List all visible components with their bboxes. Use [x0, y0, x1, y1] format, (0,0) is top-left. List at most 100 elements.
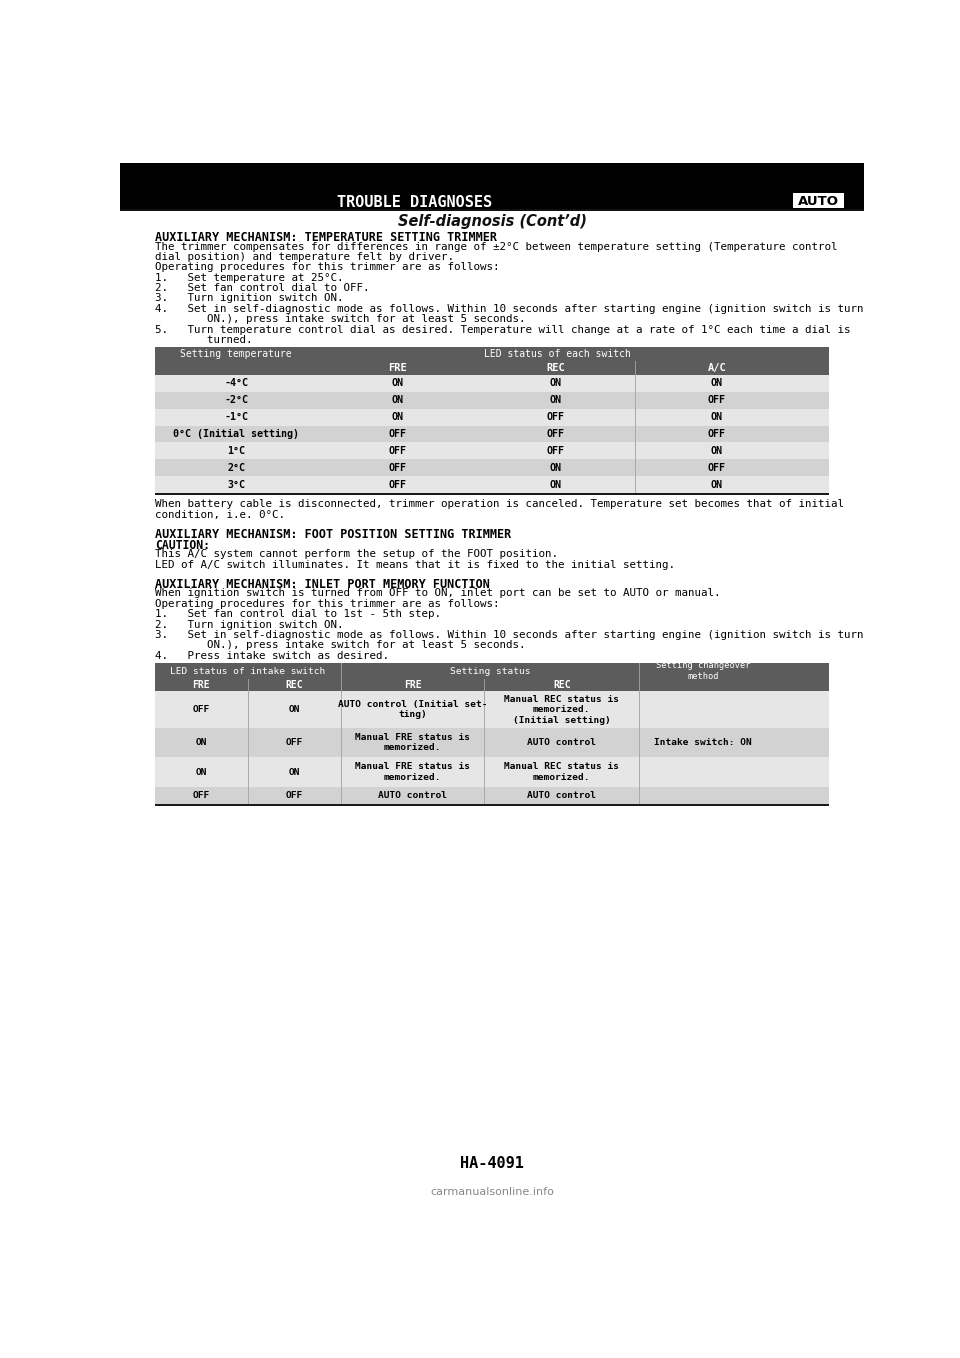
Text: 3.   Turn ignition switch ON.: 3. Turn ignition switch ON. — [155, 293, 344, 303]
Text: FRE: FRE — [404, 680, 421, 690]
Text: REC: REC — [285, 680, 303, 690]
Text: ON: ON — [196, 767, 207, 777]
Text: 4.   Press intake switch as desired.: 4. Press intake switch as desired. — [155, 650, 389, 661]
Text: Manual FRE status is
memorized.: Manual FRE status is memorized. — [355, 762, 470, 782]
Text: -2°C: -2°C — [225, 395, 249, 405]
Bar — [155, 375, 829, 391]
Text: OFF: OFF — [547, 445, 564, 456]
Text: OFF: OFF — [547, 429, 564, 439]
Bar — [155, 804, 829, 805]
Text: LED status of each switch: LED status of each switch — [485, 349, 632, 359]
Text: OFF: OFF — [388, 445, 406, 456]
Text: AUTO control (Initial set-
ting): AUTO control (Initial set- ting) — [338, 699, 488, 720]
Text: OFF: OFF — [193, 790, 210, 800]
Text: HA-4091: HA-4091 — [460, 1156, 524, 1171]
Bar — [120, 163, 864, 209]
Text: ON: ON — [550, 479, 562, 490]
Text: ON: ON — [391, 411, 403, 422]
Bar — [155, 664, 829, 665]
Text: The trimmer compensates for differences in range of ±2°C between temperature set: The trimmer compensates for differences … — [155, 242, 837, 251]
Bar — [155, 664, 829, 679]
Text: FRE: FRE — [193, 680, 210, 690]
Text: Setting status: Setting status — [450, 667, 530, 676]
Bar — [155, 391, 829, 409]
Text: When ignition switch is turned from OFF to ON, inlet port can be set to AUTO or : When ignition switch is turned from OFF … — [155, 588, 720, 599]
Bar — [155, 443, 829, 459]
Text: 2.   Set fan control dial to OFF.: 2. Set fan control dial to OFF. — [155, 282, 370, 293]
Bar — [155, 691, 829, 728]
Text: AUTO control: AUTO control — [527, 739, 596, 747]
Text: AUTO: AUTO — [798, 194, 839, 208]
Text: ON: ON — [289, 705, 300, 714]
Text: Self-diagnosis (Cont’d): Self-diagnosis (Cont’d) — [397, 213, 587, 228]
Text: OFF: OFF — [286, 739, 303, 747]
Text: -1°C: -1°C — [225, 411, 249, 422]
Text: OFF: OFF — [193, 705, 210, 714]
Text: ON: ON — [710, 479, 723, 490]
Text: REC: REC — [546, 363, 565, 373]
Text: ON: ON — [550, 378, 562, 388]
Bar — [793, 193, 844, 208]
Text: OFF: OFF — [547, 411, 564, 422]
Text: -4°C: -4°C — [225, 378, 249, 388]
Bar — [155, 728, 829, 758]
Text: Operating procedures for this trimmer are as follows:: Operating procedures for this trimmer ar… — [155, 262, 499, 273]
Text: AUXILIARY MECHANISM: TEMPERATURE SETTING TRIMMER: AUXILIARY MECHANISM: TEMPERATURE SETTING… — [155, 231, 497, 243]
Text: 1°C: 1°C — [228, 445, 245, 456]
Bar — [155, 493, 829, 496]
Text: AUXILIARY MECHANISM: INLET PORT MEMORY FUNCTION: AUXILIARY MECHANISM: INLET PORT MEMORY F… — [155, 577, 490, 591]
Text: This A/C system cannot perform the setup of the FOOT position.: This A/C system cannot perform the setup… — [155, 549, 558, 559]
Text: ON.), press intake switch for at least 5 seconds.: ON.), press intake switch for at least 5… — [155, 314, 525, 325]
Text: condition, i.e. 0°C.: condition, i.e. 0°C. — [155, 509, 285, 520]
Text: 0°C (Initial setting): 0°C (Initial setting) — [173, 429, 300, 439]
Bar — [155, 425, 829, 443]
Text: Setting temperature: Setting temperature — [180, 349, 292, 359]
Text: ON: ON — [550, 395, 562, 405]
Text: 4.   Set in self-diagnostic mode as follows. Within 10 seconds after starting en: 4. Set in self-diagnostic mode as follow… — [155, 304, 876, 314]
Text: TROUBLE DIAGNOSES: TROUBLE DIAGNOSES — [337, 196, 492, 210]
Text: AUXILIARY MECHANISM: FOOT POSITION SETTING TRIMMER: AUXILIARY MECHANISM: FOOT POSITION SETTI… — [155, 528, 511, 540]
Text: AUTO control: AUTO control — [527, 790, 596, 800]
Text: Manual REC status is
memorized.: Manual REC status is memorized. — [504, 762, 619, 782]
Text: When battery cable is disconnected, trimmer operation is canceled. Temperature s: When battery cable is disconnected, trim… — [155, 500, 844, 509]
Text: 2.   Turn ignition switch ON.: 2. Turn ignition switch ON. — [155, 619, 344, 630]
Text: OFF: OFF — [708, 463, 726, 473]
Text: ON: ON — [550, 463, 562, 473]
Bar — [155, 348, 829, 349]
Text: LED status of intake switch: LED status of intake switch — [170, 667, 325, 676]
Text: 2°C: 2°C — [228, 463, 245, 473]
Bar — [155, 348, 829, 361]
Text: AUTO control: AUTO control — [378, 790, 447, 800]
Bar — [155, 409, 829, 425]
Text: OFF: OFF — [708, 395, 726, 405]
Text: turned.: turned. — [155, 335, 252, 345]
Text: dial position) and temperature felt by driver.: dial position) and temperature felt by d… — [155, 251, 454, 262]
Text: OFF: OFF — [388, 463, 406, 473]
Bar — [155, 786, 829, 804]
Text: OFF: OFF — [286, 790, 303, 800]
Text: Operating procedures for this trimmer are as follows:: Operating procedures for this trimmer ar… — [155, 599, 499, 608]
Bar — [155, 758, 829, 786]
Text: ON: ON — [196, 739, 207, 747]
Text: 3°C: 3°C — [228, 479, 245, 490]
Text: LED of A/C switch illuminates. It means that it is fixed to the initial setting.: LED of A/C switch illuminates. It means … — [155, 559, 675, 569]
Bar — [155, 477, 829, 493]
Text: OFF: OFF — [388, 479, 406, 490]
Text: A/C: A/C — [708, 363, 726, 373]
Text: ON.), press intake switch for at least 5 seconds.: ON.), press intake switch for at least 5… — [155, 641, 525, 650]
Text: Intake switch: ON: Intake switch: ON — [655, 739, 752, 747]
Text: FRE: FRE — [388, 363, 406, 373]
Text: ON: ON — [710, 378, 723, 388]
Text: OFF: OFF — [708, 429, 726, 439]
Text: ON: ON — [710, 411, 723, 422]
Bar — [120, 209, 864, 212]
Text: ON: ON — [391, 395, 403, 405]
Bar — [155, 459, 829, 477]
Text: 1.   Set fan control dial to 1st - 5th step.: 1. Set fan control dial to 1st - 5th ste… — [155, 610, 441, 619]
Bar — [155, 361, 829, 375]
Text: Manual REC status is
memorized.
(Initial setting): Manual REC status is memorized. (Initial… — [504, 695, 619, 725]
Text: CAUTION:: CAUTION: — [155, 539, 210, 551]
Text: ON: ON — [710, 445, 723, 456]
Text: 5.   Turn temperature control dial as desired. Temperature will change at a rate: 5. Turn temperature control dial as desi… — [155, 325, 851, 334]
Text: 3.   Set in self-diagnostic mode as follows. Within 10 seconds after starting en: 3. Set in self-diagnostic mode as follow… — [155, 630, 876, 640]
